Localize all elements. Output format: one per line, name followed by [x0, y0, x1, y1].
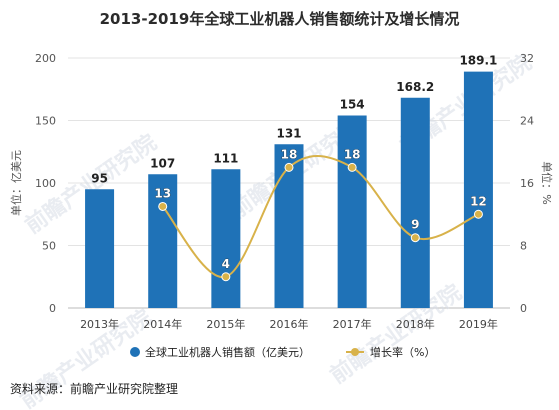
- bar-data-label: 107: [150, 156, 175, 170]
- y-axis-left: 0 50 100 150 200 单位：亿美元: [9, 52, 56, 315]
- bar-data-label: 154: [340, 98, 365, 112]
- bar-data-label: 131: [276, 126, 301, 140]
- x-axis: 2013年 2014年 2015年 2016年 2017年 2018年 2019年: [80, 317, 498, 331]
- bar: [211, 169, 241, 308]
- growth-line: [161, 155, 479, 278]
- legend-label-line: 增长率（%）: [370, 345, 435, 359]
- y-left-tick-label: 200: [35, 52, 56, 65]
- bar: [337, 115, 367, 308]
- bar-series: 95 107 111 131 154 168.2 189.1: [85, 54, 497, 308]
- bar: [400, 97, 430, 308]
- chart-title: 2013-2019年全球工业机器人销售额统计及增长情况: [99, 10, 460, 28]
- y-left-tick-label: 100: [35, 177, 56, 190]
- legend: 全球工业机器人销售额（亿美元） 增长率（%）: [130, 345, 435, 359]
- legend-label-bar: 全球工业机器人销售额（亿美元）: [145, 345, 310, 359]
- bar-data-label: 95: [91, 171, 108, 185]
- line-data-label: 18: [344, 147, 361, 161]
- x-tick-label: 2016年: [270, 317, 309, 331]
- legend-marker-bar: [130, 347, 140, 357]
- line-data-label: 13: [154, 186, 171, 200]
- line-point: [473, 209, 483, 219]
- bar-data-label: 111: [213, 151, 238, 165]
- y-right-tick-label: 32: [520, 52, 534, 65]
- line-data-label: 9: [411, 218, 419, 232]
- line-data-label: 18: [281, 147, 298, 161]
- y-left-tick-label: 50: [42, 240, 56, 253]
- line-point: [221, 272, 231, 282]
- line-data-label: 4: [222, 257, 230, 271]
- line-point: [410, 233, 420, 243]
- x-tick-label: 2019年: [459, 317, 498, 331]
- y-right-tick-label: 8: [520, 240, 527, 253]
- source-note: 资料来源：前瞻产业研究院整理: [10, 382, 179, 396]
- bar: [85, 189, 115, 308]
- x-tick-label: 2014年: [143, 317, 182, 331]
- bar: [148, 174, 178, 308]
- x-tick-label: 2015年: [206, 317, 245, 331]
- y-right-axis-label: 单位：%: [540, 161, 554, 204]
- line-point: [284, 162, 294, 172]
- y-left-tick-label: 150: [35, 115, 56, 128]
- x-tick-label: 2017年: [333, 317, 372, 331]
- line-data-label: 12: [470, 194, 487, 208]
- legend-marker-line-point: [351, 348, 359, 356]
- line-point: [347, 162, 357, 172]
- line-point: [158, 201, 168, 211]
- y-left-axis-label: 单位：亿美元: [9, 150, 23, 216]
- bar: [463, 71, 493, 308]
- x-tick-label: 2018年: [396, 317, 435, 331]
- bar-data-label: 168.2: [396, 80, 434, 94]
- y-right-tick-label: 24: [520, 115, 534, 128]
- y-axis-right: 0 8 16 24 32 单位：%: [520, 52, 554, 315]
- line-series: 13 4 18 18 9 12: [154, 147, 487, 282]
- y-right-tick-label: 0: [520, 302, 527, 315]
- bar-data-label: 189.1: [459, 54, 497, 68]
- y-left-tick-label: 0: [49, 302, 56, 315]
- x-tick-label: 2013年: [80, 317, 119, 331]
- y-right-tick-label: 16: [520, 177, 534, 190]
